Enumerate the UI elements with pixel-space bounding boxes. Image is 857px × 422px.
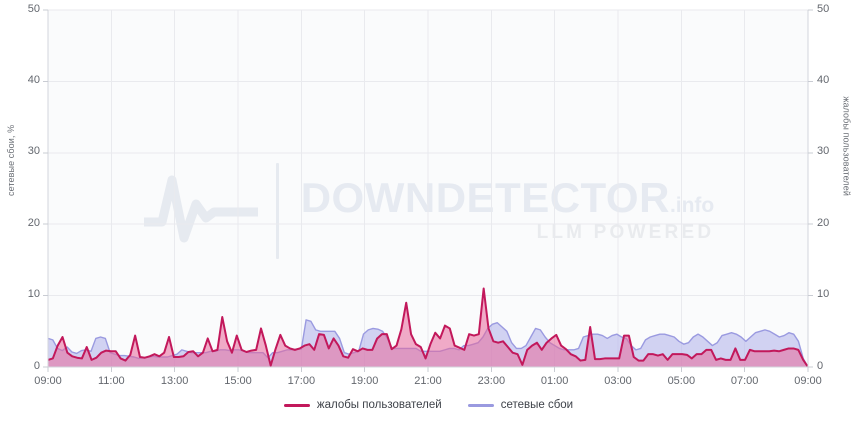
y-tick-left: 20: [27, 216, 40, 229]
x-tick: 05:00: [667, 375, 696, 387]
y-tick-left: 10: [27, 288, 40, 301]
x-tick: 09:00: [34, 375, 62, 387]
y-tick-right: 40: [817, 73, 830, 86]
chart-legend: жалобы пользователей сетевые сбои: [0, 399, 857, 411]
x-tick: 07:00: [730, 375, 759, 387]
axis-lines: [43, 9, 813, 372]
legend-item[interactable]: сетевые сбои: [467, 399, 574, 411]
x-tick: 23:00: [477, 375, 506, 387]
x-tick: 11:00: [97, 375, 125, 387]
series-complaints: [48, 287, 808, 367]
y-tick-right: 30: [817, 145, 830, 158]
y-tick-left: 40: [27, 73, 40, 86]
y-tick-left: 0: [33, 359, 40, 372]
y-tick-right: 10: [817, 288, 830, 301]
y-tick-right: 50: [817, 2, 830, 15]
series-layer: [48, 287, 808, 367]
x-tick: 17:00: [287, 375, 316, 387]
y-tick-left: 50: [27, 2, 40, 15]
x-tick: 13:00: [160, 375, 189, 387]
x-tick: 19:00: [350, 375, 379, 387]
x-tick: 01:00: [540, 375, 569, 387]
x-tick: 15:00: [224, 375, 252, 387]
x-tick: 09:00: [794, 375, 822, 387]
gridlines: [47, 9, 809, 368]
y-axis-label-left: сетевые сбои, %: [6, 124, 16, 196]
legend-swatch: [283, 403, 310, 407]
legend-item[interactable]: жалобы пользователей: [283, 399, 442, 411]
y-tick-right: 20: [817, 216, 830, 229]
x-tick: 21:00: [414, 375, 442, 387]
legend-label: жалобы пользователей: [316, 399, 442, 411]
y-tick-left: 30: [27, 145, 40, 158]
legend-swatch: [467, 403, 494, 407]
y-tick-right: 0: [817, 359, 824, 372]
legend-label: сетевые сбои: [500, 399, 574, 411]
x-tick: 03:00: [604, 375, 632, 387]
